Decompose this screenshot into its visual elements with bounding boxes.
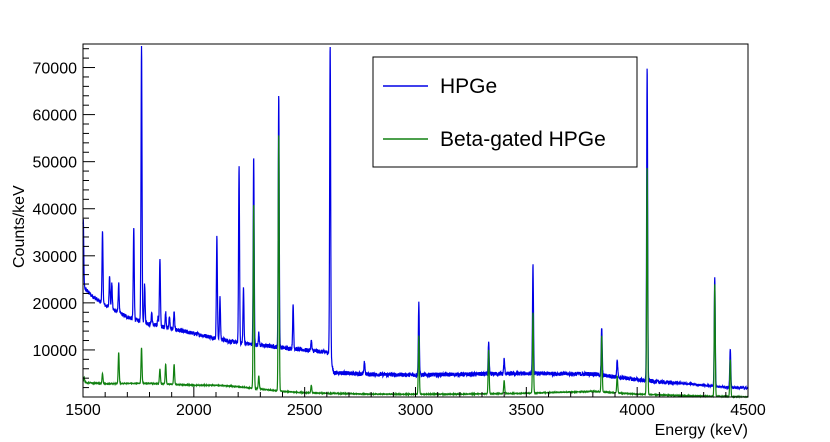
x-tick-label: 3000 <box>398 402 434 419</box>
series-line-hpge <box>82 46 749 391</box>
y-tick-label: 40000 <box>33 202 78 219</box>
legend-label-hpge: HPGe <box>440 75 497 98</box>
legend-box <box>372 56 638 168</box>
y-axis-ticks <box>83 48 95 398</box>
legend: HPGe Beta-gated HPGe <box>372 56 638 168</box>
x-tick-label: 4000 <box>619 402 655 419</box>
x-tick-label: 3500 <box>509 402 545 419</box>
x-tick-label: 1500 <box>65 402 101 419</box>
x-axis-tick-labels: 1500 2000 2500 3000 3500 4000 4500 <box>65 402 766 419</box>
y-tick-label: 30000 <box>33 249 78 266</box>
y-tick-label: 50000 <box>33 155 78 172</box>
x-tick-label: 2000 <box>176 402 212 419</box>
x-tick-label: 2500 <box>287 402 323 419</box>
y-axis-title: Counts/keV <box>11 185 28 268</box>
x-tick-label: 4500 <box>730 402 766 419</box>
x-axis-ticks <box>82 387 749 397</box>
y-tick-label: 10000 <box>33 343 78 360</box>
y-axis-tick-labels: 10000 20000 30000 40000 50000 60000 70000 <box>33 61 78 360</box>
y-tick-label: 70000 <box>33 61 78 78</box>
y-tick-label: 20000 <box>33 296 78 313</box>
x-axis-title: Energy (keV) <box>655 422 748 439</box>
legend-label-beta-gated-hpge: Beta-gated HPGe <box>440 128 606 151</box>
y-tick-label: 60000 <box>33 108 78 125</box>
